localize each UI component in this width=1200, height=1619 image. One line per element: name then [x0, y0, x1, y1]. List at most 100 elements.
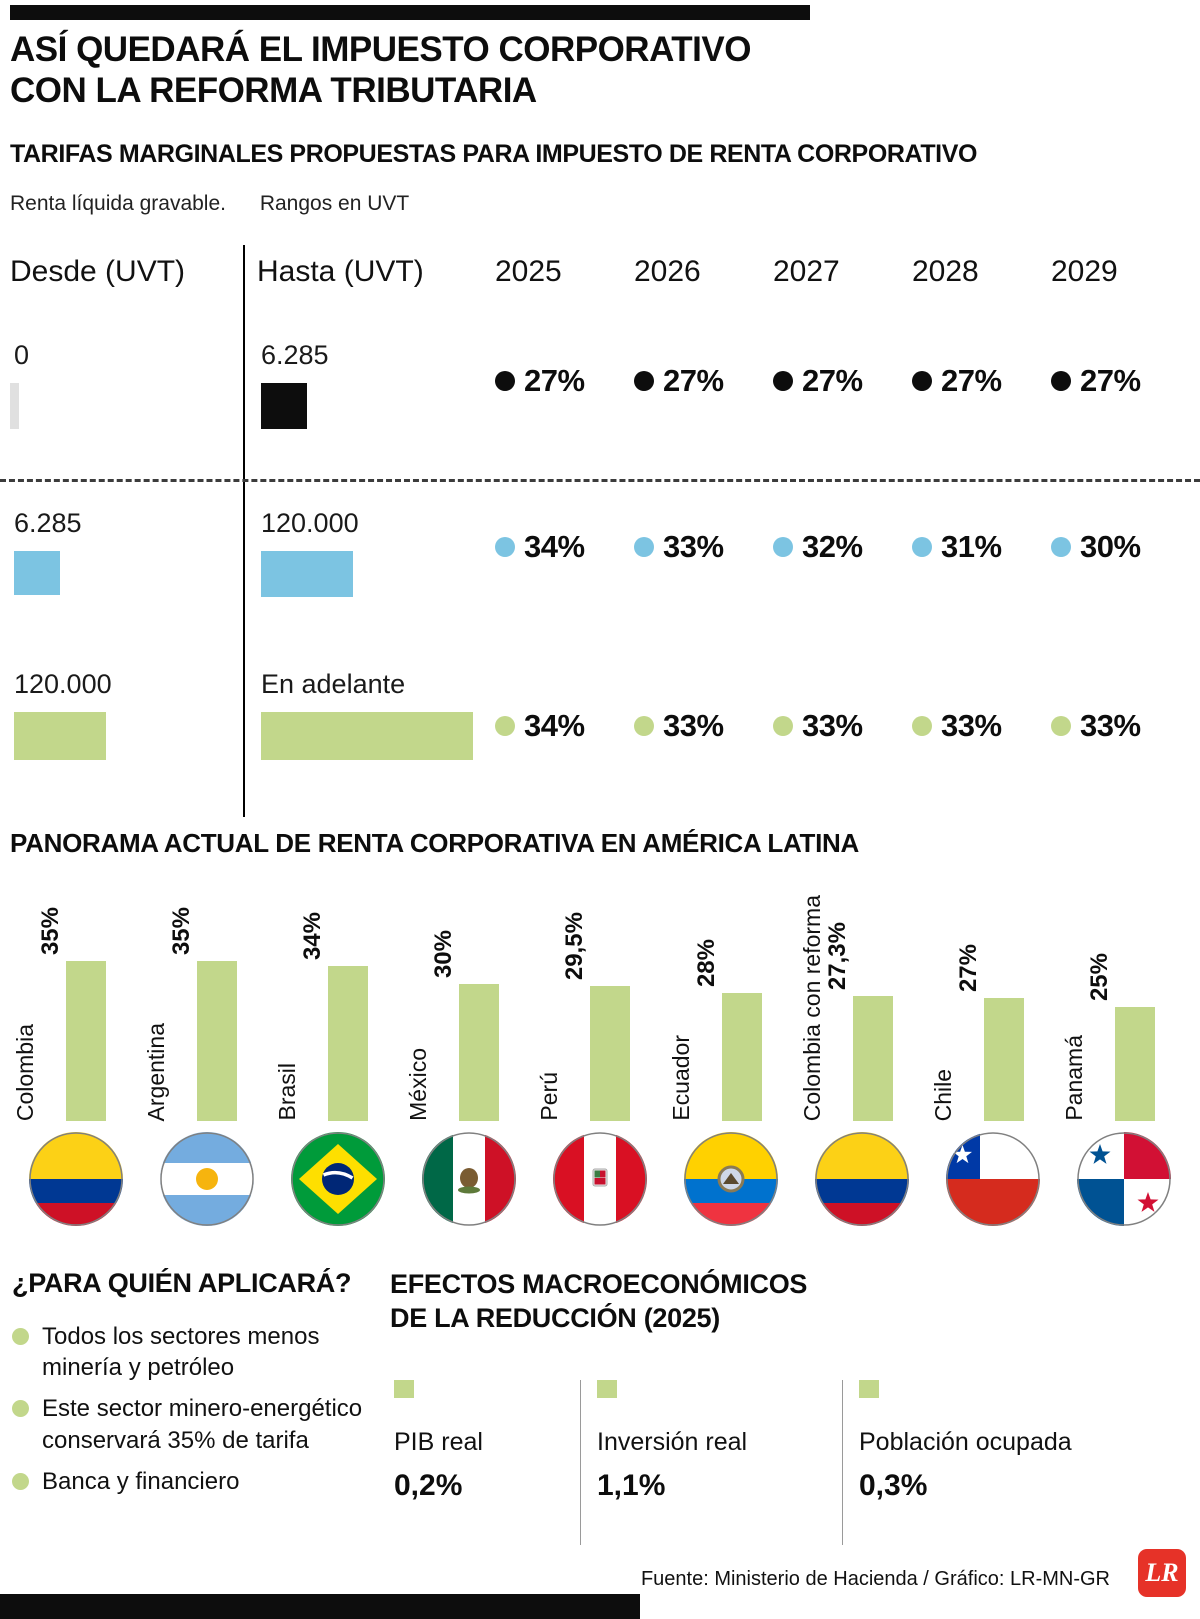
macro-stat: PIB real 0,2% — [390, 1379, 580, 1545]
rate-value: 33% — [663, 708, 724, 743]
bullet-dot-icon — [12, 1472, 29, 1490]
rate-dot-icon — [495, 716, 515, 736]
flag-colombia-icon — [10, 1131, 141, 1227]
marginal-rate: 31% — [912, 528, 1051, 566]
bar-column: Colombia con reforma 27,3% — [797, 871, 928, 1121]
bar — [328, 966, 369, 1121]
hasta-value: 120.000 — [261, 508, 359, 538]
stat-row: PIB real 0,2% — [394, 1428, 562, 1503]
rates-cells: 34% 33% 32% 31% 30% — [495, 482, 1190, 667]
latam-section-title: PANORAMA ACTUAL DE RENTA CORPORATIVA EN … — [10, 828, 859, 858]
flag-argentina-icon — [141, 1131, 272, 1227]
table-row-bracket-3: 120.000 En adelante 34% 33% 33% 33% 33% — [10, 667, 1190, 817]
flag-brasil-icon — [272, 1131, 403, 1227]
macro-stat: Población ocupada 0,3% — [842, 1379, 1150, 1545]
marginal-rate: 27% — [912, 362, 1051, 400]
col-header-desde: Desde (UVT) — [10, 245, 245, 340]
rate-dot-icon — [1051, 537, 1071, 557]
hasta-value: 6.285 — [261, 340, 329, 370]
who-applies-text: Banca y financiero — [42, 1467, 240, 1495]
macro-effects-section: EFECTOS MACROECONÓMICOS DE LA REDUCCIÓN … — [390, 1268, 1190, 1545]
country-label: México — [405, 1048, 432, 1121]
col-header-2026: 2026 — [634, 255, 701, 288]
country-label: Ecuador — [667, 1035, 694, 1121]
who-applies-item: Todos los sectores menos minería y petró… — [12, 1321, 364, 1383]
bar-value-label: 29,5% — [561, 911, 589, 980]
bar — [721, 993, 762, 1121]
who-applies-text: Todos los sectores menos minería y petró… — [42, 1323, 320, 1382]
macro-stat: Inversión real 1,1% — [580, 1379, 842, 1545]
rate-dot-icon — [773, 537, 793, 557]
col-header-hasta: Hasta (UVT) — [257, 255, 424, 288]
country-label: Perú — [536, 1072, 563, 1121]
rate-value: 27% — [663, 363, 724, 398]
marginal-rate: 34% — [495, 528, 634, 566]
rate-dot-icon — [773, 716, 793, 736]
rate-value: 27% — [1080, 363, 1141, 398]
hasta-cell: 6.285 — [245, 340, 495, 479]
stat-row: Población ocupada 0,3% — [859, 1428, 1132, 1503]
note-left: Renta líquida gravable. — [10, 192, 226, 215]
stat-label: Población ocupada — [859, 1427, 1072, 1456]
rate-value: 33% — [663, 529, 724, 564]
who-applies-text: Este sector minero-energético conservará… — [42, 1395, 363, 1454]
bar-value-label: 34% — [299, 911, 327, 960]
page-title: ASÍ QUEDARÁ EL IMPUESTO CORPORATIVO CON … — [10, 30, 751, 112]
rate-value: 32% — [802, 529, 863, 564]
macro-stats-row: PIB real 0,2% Inversión real 1,1% Población … — [390, 1379, 1190, 1545]
who-applies-item: Este sector minero-energético conservará… — [12, 1393, 364, 1455]
bar-value-label: 25% — [1085, 952, 1113, 1001]
rate-dot-icon — [495, 371, 515, 391]
stat-value: 1,1% — [597, 1468, 666, 1502]
magnitude-swatch-icon — [261, 551, 353, 597]
macro-title-line-2: DE LA REDUCCIÓN (2025) — [390, 1302, 720, 1333]
marginal-rate: 33% — [912, 707, 1051, 745]
marginal-rate: 33% — [634, 528, 773, 566]
bar-value-label: 27,3% — [823, 921, 851, 990]
bar-column: Panamá 25% — [1059, 871, 1190, 1121]
rate-value: 33% — [1080, 708, 1141, 743]
title-line-2: CON LA REFORMA TRIBUTARIA — [10, 70, 537, 110]
hasta-value: En adelante — [261, 669, 406, 699]
marginal-rate: 27% — [634, 362, 773, 400]
rate-value: 30% — [1080, 529, 1141, 564]
table-header-row: Desde (UVT) Hasta (UVT) 2025 2026 2027 2… — [10, 245, 1190, 340]
bar — [590, 986, 631, 1121]
stat-square-icon — [859, 1379, 879, 1398]
country-label: Argentina — [143, 1022, 170, 1121]
macro-title-line-1: EFECTOS MACROECONÓMICOS — [390, 1269, 808, 1299]
desde-cell: 0 — [10, 340, 245, 479]
bar — [66, 961, 106, 1121]
col-header-2029: 2029 — [1051, 255, 1118, 288]
bar — [983, 998, 1024, 1121]
marginal-rate: 27% — [1051, 362, 1190, 400]
desde-value: 120.000 — [14, 669, 112, 699]
bar-column: Brasil 34% — [272, 871, 403, 1121]
rate-dot-icon — [634, 716, 654, 736]
bar-column: Argentina 35% — [141, 871, 272, 1121]
marginal-rate: 32% — [773, 528, 912, 566]
country-label: Brasil — [274, 1063, 301, 1121]
magnitude-swatch-icon — [10, 383, 19, 429]
country-label: Panamá — [1060, 1035, 1087, 1121]
col-header-2027: 2027 — [773, 255, 840, 288]
bar-column: Perú 29,5% — [534, 871, 665, 1121]
desde-cell: 6.285 — [10, 482, 245, 667]
flag-panama-icon — [1059, 1131, 1190, 1227]
stat-square-icon — [597, 1379, 617, 1398]
bar — [197, 961, 238, 1121]
stat-value: 0,2% — [394, 1468, 463, 1502]
rate-dot-icon — [912, 537, 932, 557]
bar-column: Colombia 35% — [10, 871, 141, 1121]
flag-ecuador-icon — [666, 1131, 797, 1227]
bottom-accent-bar — [0, 1594, 640, 1619]
bar-value-label: 30% — [430, 929, 458, 978]
rate-value: 27% — [941, 363, 1002, 398]
bullet-dot-icon — [12, 1400, 29, 1418]
latam-flag-row — [10, 1131, 1190, 1227]
magnitude-swatch-icon — [261, 712, 473, 760]
rate-value: 33% — [941, 708, 1002, 743]
rate-dot-icon — [1051, 371, 1071, 391]
title-line-1: ASÍ QUEDARÁ EL IMPUESTO CORPORATIVO — [10, 30, 751, 69]
